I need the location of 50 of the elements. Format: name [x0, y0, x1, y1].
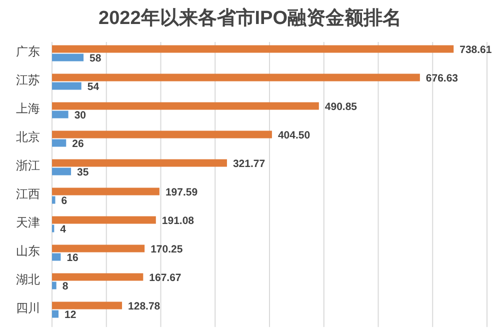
bar [52, 82, 82, 90]
bar [52, 273, 144, 281]
y-tick-label: 山东 [16, 244, 40, 258]
bar [52, 196, 56, 204]
bar [52, 282, 56, 290]
y-tick-label: 广东 [16, 44, 40, 58]
data-label: 58 [90, 52, 102, 64]
data-label: 490.85 [324, 101, 358, 113]
bar [52, 159, 227, 167]
bar [52, 130, 272, 138]
data-label: 128.78 [128, 300, 160, 312]
bar [52, 168, 72, 176]
bar [52, 244, 145, 252]
data-label: 26 [72, 138, 84, 150]
bar [52, 188, 160, 196]
data-label: 12 [64, 309, 76, 321]
data-label: 738.61 [460, 44, 492, 56]
data-label: 191.08 [162, 215, 194, 227]
y-tick-label: 江苏 [16, 72, 40, 87]
bar [52, 45, 454, 53]
data-label: 197.59 [165, 186, 198, 198]
bar [52, 110, 68, 118]
bar [52, 216, 156, 224]
bar [52, 74, 420, 82]
data-label: 4 [60, 224, 66, 236]
y-tick-label: 四川 [16, 300, 40, 315]
data-label: 6 [61, 195, 68, 207]
y-tick-label: 江西 [16, 186, 40, 201]
data-label: 170.25 [150, 244, 183, 256]
data-label: 54 [87, 81, 100, 93]
y-tick-label: 浙江 [16, 158, 40, 172]
data-label: 16 [66, 252, 79, 264]
y-tick-label: 湖北 [16, 272, 40, 286]
bar [52, 102, 319, 110]
bar [52, 253, 61, 261]
bar [52, 302, 122, 310]
y-tick-label: 北京 [16, 130, 40, 144]
data-label: 35 [77, 166, 89, 178]
chart-title: 2022年以来各省市IPO融资金额排名 [98, 7, 402, 29]
bar [52, 139, 66, 147]
data-label: 321.77 [232, 158, 266, 170]
data-label: 167.67 [149, 272, 182, 284]
bar [52, 54, 84, 62]
data-label: 30 [74, 110, 86, 122]
y-tick-label: 天津 [16, 215, 40, 230]
data-label: 676.63 [426, 72, 458, 84]
y-tick-label: 上海 [16, 101, 40, 116]
bar [52, 310, 59, 318]
data-label: 404.50 [278, 130, 310, 142]
data-label: 8 [62, 280, 68, 292]
